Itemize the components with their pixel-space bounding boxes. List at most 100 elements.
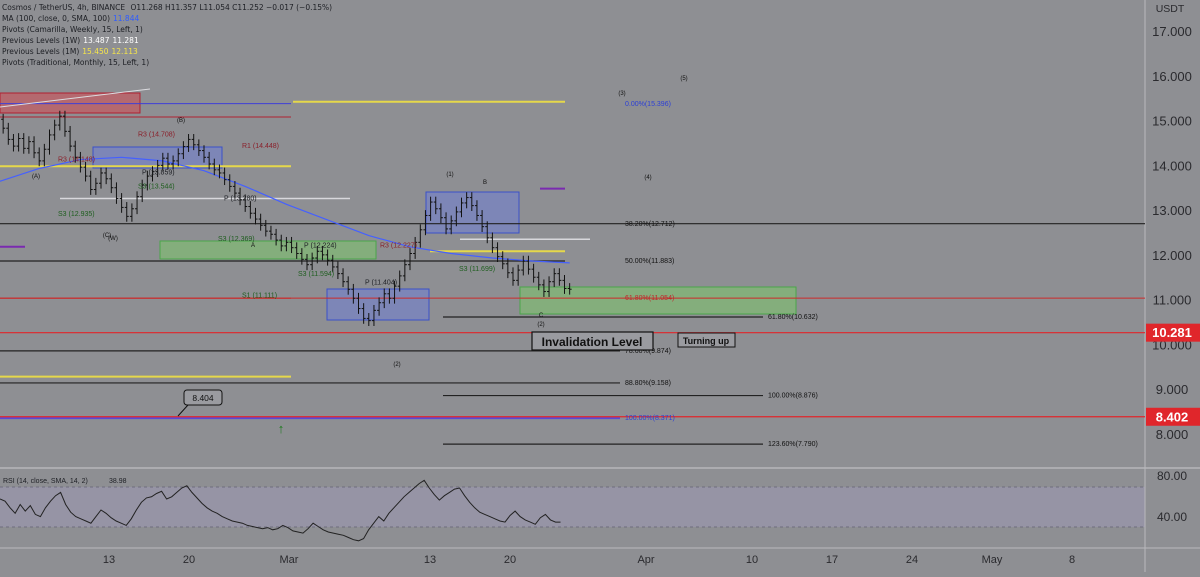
symbol-line: Cosmos / TetherUS, 4h, BINANCE (2, 3, 126, 12)
turning-up-box (677, 332, 736, 348)
time-tick: 20 (183, 554, 195, 566)
rsi-label: RSI (14, close, SMA, 14, 2) (3, 478, 88, 485)
invalidation-label: Invalidation Level (542, 335, 643, 349)
time-tick: 13 (424, 554, 436, 566)
ma100-line (0, 156, 570, 264)
indicator-label: Pivots (Traditional, Monthly, 15, Left, … (2, 58, 150, 67)
wave-label: A (251, 243, 255, 249)
indicator-value: 11.281 (112, 36, 139, 45)
indicator-label: Pivots (Camarilla, Weekly, 15, Left, 1) (2, 25, 143, 34)
time-tick: 24 (906, 554, 918, 566)
indicator-value: 15.450 (82, 47, 109, 56)
time-tick: 13 (103, 554, 115, 566)
pivot-label: S3 (12.369) (218, 236, 255, 243)
pivot-label: S3 (11.594) (298, 271, 334, 278)
pivot-label: R3 (12.227) (380, 243, 417, 250)
price-tick: 14.000 (1152, 158, 1192, 173)
price-tick: 9.000 (1156, 382, 1189, 397)
indicator-value: 13.487 (83, 36, 110, 45)
pivot-label: P (12.224) (304, 243, 337, 250)
fib-label: 61.80%(11.054) (625, 295, 674, 302)
wave-label: (4) (644, 175, 651, 181)
indicator-label: Previous Levels (1M) (2, 47, 80, 56)
time-tick: 10 (746, 554, 758, 566)
indicator-label: Previous Levels (1W) (2, 36, 81, 45)
price-tick: 11.000 (1153, 293, 1192, 308)
time-tick: 17 (826, 554, 838, 566)
time-tick: May (982, 554, 1003, 566)
rsi-band (0, 487, 1145, 527)
callout-pointer (177, 404, 189, 417)
ohlc-values: O11.268 H11.357 L11.054 C11.252 −0.017 (… (130, 3, 333, 12)
wave-label: (2) (537, 322, 544, 328)
price-tick: 13.000 (1152, 203, 1192, 218)
callout-box (183, 389, 223, 406)
fib-label: 100.00%(8.371) (625, 415, 675, 422)
time-tick: 20 (504, 554, 516, 566)
wave-label: (3) (618, 91, 625, 97)
time-tick: 8 (1069, 554, 1075, 566)
pivot-label: S3 (13.544) (138, 184, 175, 191)
pivot-label: R3 (14.708) (138, 132, 175, 139)
fib-label: 0.00%(15.396) (625, 101, 671, 108)
callout-label: 8.404 (192, 393, 214, 403)
rsi-value: 38.98 (109, 478, 127, 485)
wave-label: (2) (393, 362, 400, 368)
wave-label: (B) (177, 118, 185, 124)
invalidation-box (531, 331, 654, 351)
wave-label: (A) (32, 174, 40, 180)
indicator-value: 12.113 (111, 47, 138, 56)
indicator-label: MA (100, close, 0, SMA, 100) (2, 14, 110, 23)
fib-label: 100.00%(8.876) (768, 393, 818, 400)
price-badge-bg (1146, 407, 1200, 426)
pivot-label: P (13.280) (224, 195, 257, 202)
time-tick: Apr (637, 554, 654, 566)
wave-label: C (539, 313, 544, 319)
price-tick: 12.000 (1152, 248, 1192, 263)
indicator-line: Pivots (Camarilla, Weekly, 15, Left, 1) (2, 25, 143, 34)
rsi-tick: 80.00 (1157, 469, 1187, 483)
wave-label: (C) (103, 233, 111, 239)
pivot-label: S3 (12.935) (58, 211, 95, 218)
turning-arrow-icon: ↑ (278, 421, 285, 436)
wave-label: (5) (680, 76, 687, 82)
rsi-line (0, 479, 561, 542)
price-tick: 15.000 (1152, 114, 1192, 129)
indicator-line: MA (100, close, 0, SMA, 100) 11.844 (2, 14, 139, 23)
price-tick: 17.000 (1152, 24, 1192, 39)
supply-zone-red (0, 92, 141, 114)
price-badge-bg (1146, 323, 1200, 342)
wave-label: (W) (108, 236, 118, 242)
price-tick: 16.000 (1152, 69, 1192, 84)
indicator-line: Pivots (Traditional, Monthly, 15, Left, … (2, 58, 149, 67)
wave-label: (1) (446, 172, 453, 178)
indicator-line: Previous Levels (1W) 13.487 11.281 (2, 36, 139, 45)
price-badge-label: 8.402 (1156, 409, 1189, 424)
pivot-label: P (11.404) (365, 279, 397, 286)
fib-label: 78.60%(9.874) (625, 348, 671, 355)
pivot-label: S3 (11.699) (459, 266, 495, 273)
zone-blue-2 (425, 191, 520, 234)
pivot-label: R3 (14.148) (58, 157, 95, 164)
indicator-value: 11.844 (113, 14, 140, 23)
price-badge-label: 10.281 (1152, 325, 1192, 340)
indicator-line: Previous Levels (1M) 15.450 12.113 (2, 47, 138, 56)
symbol-header: Cosmos / TetherUS, 4h, BINANCE O11.268 H… (2, 3, 332, 12)
fib-label: 50.00%(11.883) (625, 258, 674, 265)
fib-label: 88.80%(9.158) (625, 380, 671, 387)
pivot-label: S1 (11.111) (242, 293, 277, 300)
fib-label: 123.60%(7.790) (768, 441, 818, 448)
rsi-tick: 40.00 (1157, 510, 1187, 524)
zone-green-1 (159, 240, 377, 260)
pivot-label: P (13.859) (142, 170, 175, 177)
axis-currency: USDT (1156, 3, 1185, 15)
pivot-label: R1 (14.448) (242, 143, 279, 150)
time-tick: Mar (280, 554, 299, 566)
fib-label: 61.80%(10.632) (768, 314, 818, 321)
wave-label: B (483, 180, 487, 186)
turning-up-label: Turning up (683, 336, 730, 346)
trendline (0, 88, 151, 108)
